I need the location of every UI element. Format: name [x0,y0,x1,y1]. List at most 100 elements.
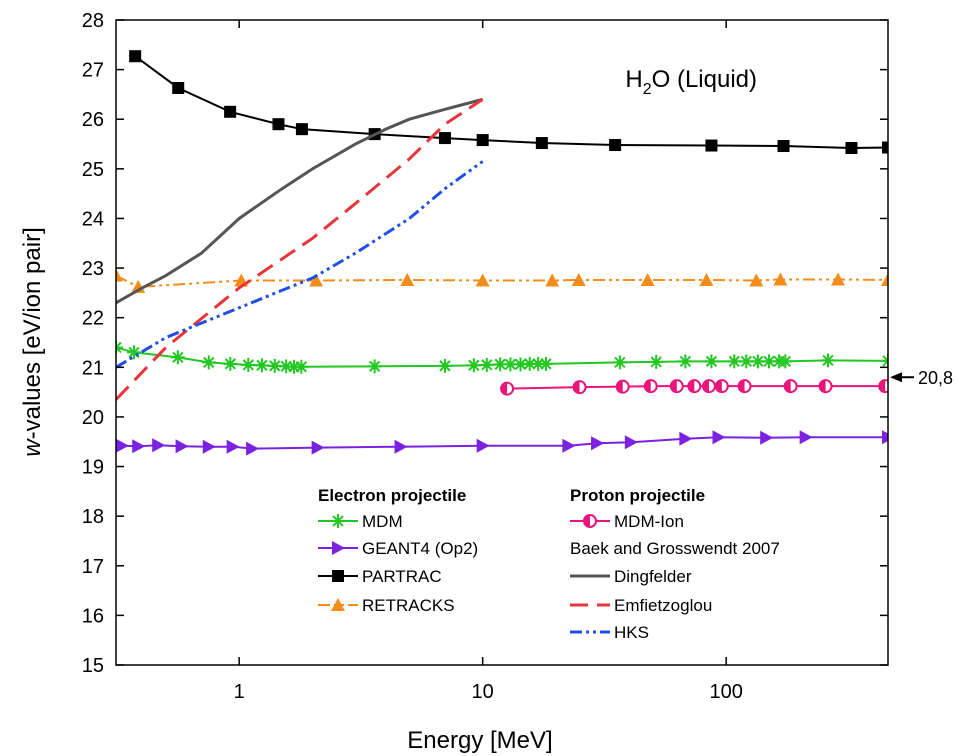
legend-heading: Baek and Grosswendt 2007 [570,539,780,558]
marker-square [476,134,489,147]
series-line [116,97,484,305]
marker-asterisk [531,356,546,371]
legend-label: Dingfelder [614,567,692,586]
x-axis-label: Energy [MeV] [407,727,552,754]
legend-label: RETRACKS [362,596,455,615]
marker-triangle [679,431,693,446]
marker-asterisk [267,358,282,373]
marker-triangle [116,268,123,282]
marker-asterisk [331,514,345,528]
y-tick-label: 15 [82,655,104,677]
marker-square [224,105,237,118]
marker-triangle [712,430,726,445]
title-part: O (Liquid) [652,66,757,93]
marker-triangle [571,272,586,286]
marker-asterisk [704,354,719,369]
y-tick-label: 22 [82,308,104,330]
marker-half [670,380,677,393]
marker-asterisk [493,357,508,372]
legend-label: MDM-Ion [614,512,684,531]
marker-asterisk [750,354,765,369]
marker-half [573,381,580,394]
marker-asterisk [294,359,309,374]
marker-half [784,380,791,393]
x-tick-label: 100 [709,681,742,703]
marker-asterisk [612,355,627,370]
marker-triangle [749,273,764,287]
marker-asterisk [466,358,481,373]
marker-triangle [394,439,408,454]
marker-half-circle [572,380,587,395]
marker-asterisk [254,358,269,373]
marker-half [501,382,508,395]
marker-triangle [152,438,166,453]
marker-triangle [175,439,189,454]
marker-half-circle [714,379,729,394]
marker-triangle [545,273,560,287]
marker-triangle [773,272,788,286]
y-tick-label: 28 [82,10,104,32]
series-line [116,274,888,288]
marker-asterisk [538,356,553,371]
y-tick-label: 26 [82,109,104,131]
annotation-arrowhead [890,372,902,383]
annotation-label: 20,8 [918,368,953,388]
legend-heading: Electron projectile [318,486,466,505]
y-tick-label: 21 [82,357,104,379]
marker-half-circle [878,379,888,394]
marker-square [272,118,285,131]
marker-triangle [202,439,216,454]
marker-asterisk [437,358,452,373]
marker-asterisk [678,354,693,369]
marker-square [882,141,888,154]
marker-half-circle [701,379,716,394]
marker-asterisk [522,356,537,371]
marker-half [819,380,826,393]
marker-asterisk [223,356,238,371]
marker-asterisk [127,345,142,360]
marker-triangle [400,272,415,286]
y-tick-label: 25 [82,159,104,181]
marker-triangle [331,598,345,611]
marker-half-circle [818,379,833,394]
marker-asterisk [739,354,754,369]
x-tick-label: 10 [472,681,494,703]
marker-triangle [116,438,129,453]
marker-asterisk [649,354,664,369]
marker-triangle [311,440,325,455]
marker-square [845,142,858,155]
marker-triangle [831,272,846,286]
legend-heading: Proton projectile [570,486,705,505]
marker-triangle [699,272,714,286]
marker-half-circle [783,379,798,394]
marker-asterisk [821,353,836,368]
marker-asterisk [778,354,793,369]
marker-triangle [132,439,146,454]
marker-half-circle [643,379,658,394]
marker-square [332,570,344,582]
marker-triangle [882,430,888,445]
legend-label: MDM [362,512,403,531]
y-tick-label: 18 [82,506,104,528]
marker-triangle [475,273,490,287]
marker-square [777,140,790,153]
marker-triangle [476,438,490,453]
marker-triangle [624,435,638,450]
marker-asterisk [513,357,528,372]
y-tick-label: 17 [82,556,104,578]
marker-half [584,515,590,527]
marker-triangle [226,439,240,454]
marker-asterisk [279,359,294,374]
marker-square [295,123,308,136]
title-subscript: 2 [643,81,652,98]
marker-asterisk [241,357,256,372]
marker-half-circle [669,379,684,394]
marker-square [129,50,142,63]
legend-label: GEANT4 (Op2) [362,539,478,558]
legend-label: PARTRAC [362,567,442,586]
marker-asterisk [170,350,185,365]
marker-triangle [246,441,260,456]
series-line [116,160,484,369]
marker-triangle [562,438,576,453]
marker-square [172,81,185,94]
